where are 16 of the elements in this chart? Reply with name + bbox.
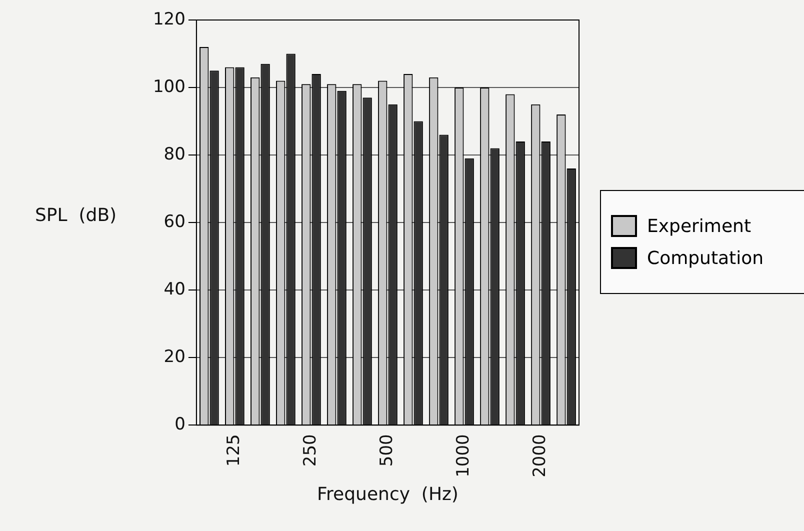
y-tick-label: 20	[164, 347, 186, 368]
x-tick-label: 125	[224, 434, 244, 467]
y-tick-label: 0	[174, 414, 186, 435]
x-axis-title: Frequency (Hz)	[317, 484, 458, 505]
y-tick-label: 60	[164, 212, 186, 232]
y-tick-label: 80	[164, 144, 186, 164]
legend-label: Experiment	[647, 216, 752, 236]
y-tick-label: 120	[152, 9, 186, 30]
x-tick-label: 500	[377, 434, 398, 467]
x-tick-label: 250	[300, 434, 321, 467]
x-tick-label: 1000	[454, 434, 474, 478]
x-tick-label: 2000	[530, 434, 550, 478]
y-axis-title: SPL (dB)	[35, 205, 117, 226]
y-tick-label: 40	[164, 280, 186, 300]
legend-label: Computation	[647, 248, 764, 268]
y-tick-label: 100	[152, 76, 186, 97]
